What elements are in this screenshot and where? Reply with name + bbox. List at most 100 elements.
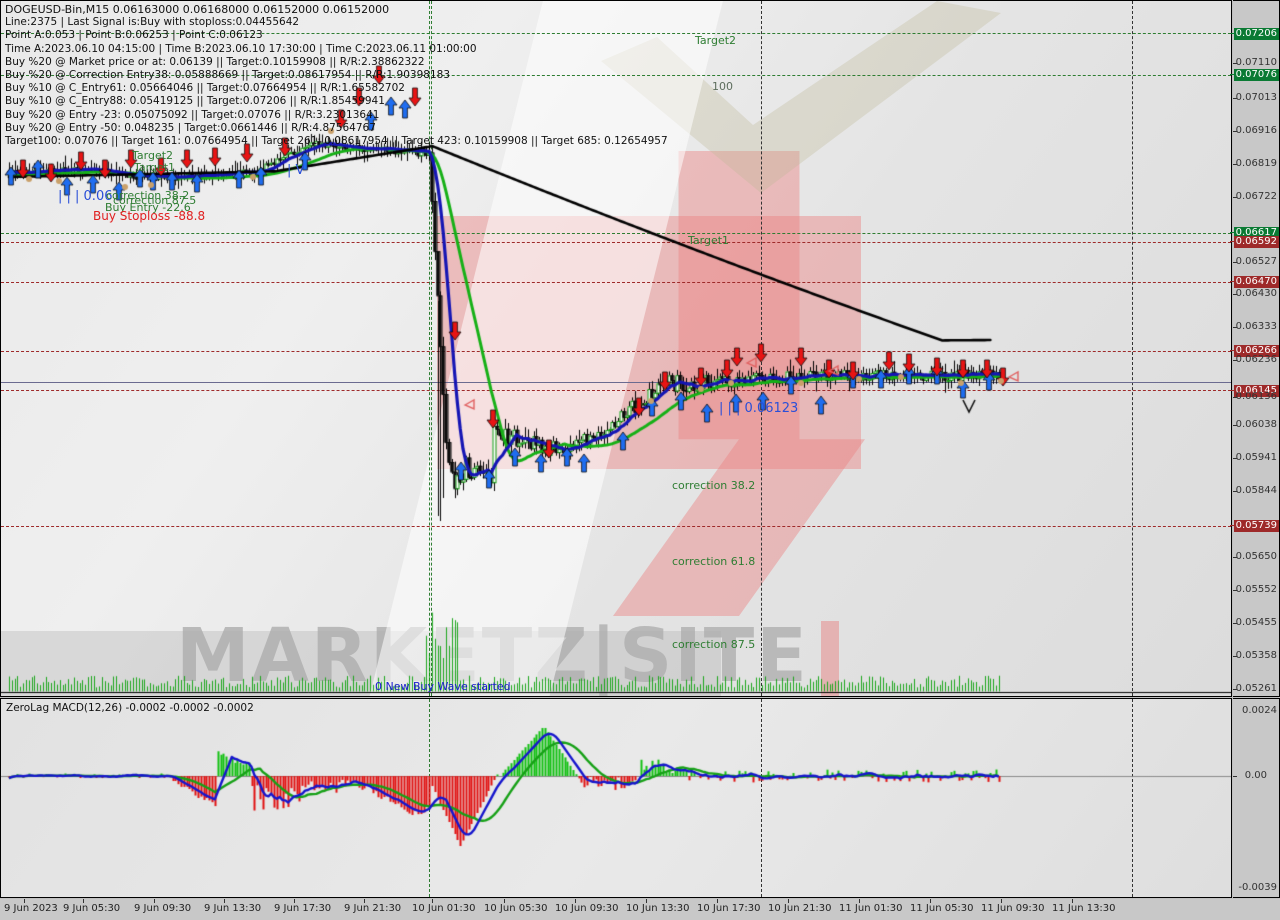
annotation-new-buy-wave: 0 New Buy Wave started [375,680,511,693]
time-axis-tick [859,899,860,903]
price-axis-label: 0.05650 [1235,551,1277,562]
time-axis-label: 10 Jun 09:30 [555,903,619,914]
macd-axis-label-bottom: -0.0039 [1238,882,1277,893]
header-line-1: DOGEUSD-Bin,M15 0.06163000 0.06168000 0.… [5,3,390,16]
price-axis-tick [1230,390,1235,391]
price-axis-tick [1233,458,1237,459]
time-axis-label: 9 Jun 2023 [4,903,58,914]
time-axis-tick [930,899,931,903]
time-axis-label: 10 Jun 01:30 [412,903,476,914]
price-axis-label: 0.06722 [1235,191,1277,202]
header-line-7: Buy %10 @ C_Entry61: 0.05664046 || Targe… [5,82,405,95]
header-line-10: Buy %20 @ Entry -50: 0.048235 | Target:0… [5,121,376,134]
macd-axis-tick-zero [1233,776,1237,777]
price-axis-label: 0.05358 [1235,650,1277,661]
header-line-11: Target100: 0.07076 || Target 161: 0.0766… [5,135,668,148]
annotation-buy-entry: Buy Entry -22.6 [105,201,191,214]
price-axis-tick [1230,281,1235,282]
main-chart-pane[interactable]: MARKETZ|SITE Target2 100 Target1 correct… [0,0,1232,697]
annotation-target2-left: Target2 [132,149,174,162]
time-axis[interactable]: 9 Jun 2023 9 Jun 05:30 9 Jun 09:30 9 Jun 13… [0,899,1280,920]
price-axis-tick [1233,656,1237,657]
annotation-target1-left: Target1 [134,161,176,174]
price-axis-tick [1233,557,1237,558]
time-axis-tick [432,899,433,903]
time-axis-label: 11 Jun 13:30 [1052,903,1116,914]
price-axis-tick [1233,131,1237,132]
annotation-target2: Target2 [695,34,737,47]
price-axis-label: 0.05739 [1233,520,1279,532]
price-axis-label: 0.05941 [1235,452,1277,463]
macd-axis-label-top: 0.0024 [1242,705,1277,716]
annotation-buy-stoploss: Buy Stoploss -88.8 [93,209,206,223]
time-axis-tick [788,899,789,903]
header-line-9: Buy %20 @ Entry -23: 0.05075092 || Targe… [5,108,380,121]
price-axis-tick [1233,623,1237,624]
time-axis-tick [504,899,505,903]
price-axis-tick [1233,98,1237,99]
price-axis-label: 0.07206 [1233,28,1279,40]
header-line-6: Buy %20 @ Correction Entry38: 0.05888669… [5,69,451,82]
time-axis-tick [224,899,225,903]
price-axis-tick [1230,241,1235,242]
price-axis-label: 0.06038 [1235,419,1277,430]
annotation-100: 100 [712,80,733,93]
time-axis-label: 11 Jun 01:30 [839,903,903,914]
price-axis-label: 0.07110 [1235,57,1277,68]
price-axis-tick [1233,425,1237,426]
price-axis-label: 0.06136 [1235,391,1277,402]
header-line-3: Point A:0.053 | Point B:0.06253 | Point … [5,29,263,42]
time-axis-label: 10 Jun 17:30 [697,903,761,914]
time-axis-label: 10 Jun 13:30 [626,903,690,914]
time-axis-label: 9 Jun 05:30 [63,903,121,914]
price-axis-tick [1233,491,1237,492]
price-axis[interactable]: 0.07206 0.07110 0.07076 0.07013 0.06916 0.068… [1230,0,1280,697]
signal-arrow-canvas [1,1,1231,696]
annotation-v-marker: | V [287,163,305,178]
annotation-correction-875: correction 87.5 [672,638,756,651]
time-axis-tick [24,899,25,903]
price-axis-tick [1233,63,1237,64]
price-axis-label: 0.06266 [1233,345,1279,357]
annotation-target1: Target1 [688,234,730,247]
price-axis-label: 0.06470 [1233,276,1279,288]
price-axis-tick [1233,262,1237,263]
time-axis-tick [364,899,365,903]
time-axis-label: 9 Jun 13:30 [204,903,262,914]
annotation-correction-618: correction 61.8 [672,555,756,568]
time-axis-tick [646,899,647,903]
price-axis-tick [1233,327,1237,328]
price-axis-tick [1233,590,1237,591]
price-axis-tick [1230,74,1235,75]
annotation-price-center: | | | 0.06123 [719,401,799,416]
price-axis-tick [1233,197,1237,198]
annotation-price-left: | | | 0.06 [58,189,113,204]
price-axis-tick [1233,360,1237,361]
price-axis-tick [1233,397,1237,398]
time-axis-label: 11 Jun 09:30 [981,903,1045,914]
price-axis-label: 0.07013 [1235,92,1277,103]
header-line-2: Line:2375 | Last Signal is:Buy with stop… [5,16,300,29]
time-axis-tick [83,899,84,903]
price-axis-tick [1233,294,1237,295]
price-axis-label: 0.06430 [1235,288,1277,299]
annotation-correction-382-left: correction 38.2 [106,189,190,202]
price-axis-tick [1230,33,1235,34]
macd-axis[interactable]: 0.0024 0.00 -0.0039 [1233,698,1280,898]
annotation-correction-382: correction 38.2 [672,479,756,492]
time-axis-tick [575,899,576,903]
macd-header: ZeroLag MACD(12,26) -0.0002 -0.0002 -0.0… [6,702,254,714]
price-axis-label: 0.05261 [1235,683,1277,694]
price-axis-label: 0.07076 [1233,69,1279,81]
price-axis-tick [1230,525,1235,526]
annotation-correction-875-left: correction 87.5 [113,194,197,207]
header-line-8: Buy %10 @ C_Entry88: 0.05419125 || Targe… [5,95,385,108]
macd-axis-label-zero: 0.00 [1244,770,1267,781]
time-axis-tick [1072,899,1073,903]
price-axis-label: 0.06236 [1235,354,1277,365]
price-axis-label: 0.05844 [1235,485,1277,496]
price-axis-label: 0.06145 [1233,385,1279,397]
macd-sub-pane[interactable]: ZeroLag MACD(12,26) -0.0002 -0.0002 -0.0… [0,698,1232,898]
time-axis-label: 9 Jun 21:30 [344,903,402,914]
